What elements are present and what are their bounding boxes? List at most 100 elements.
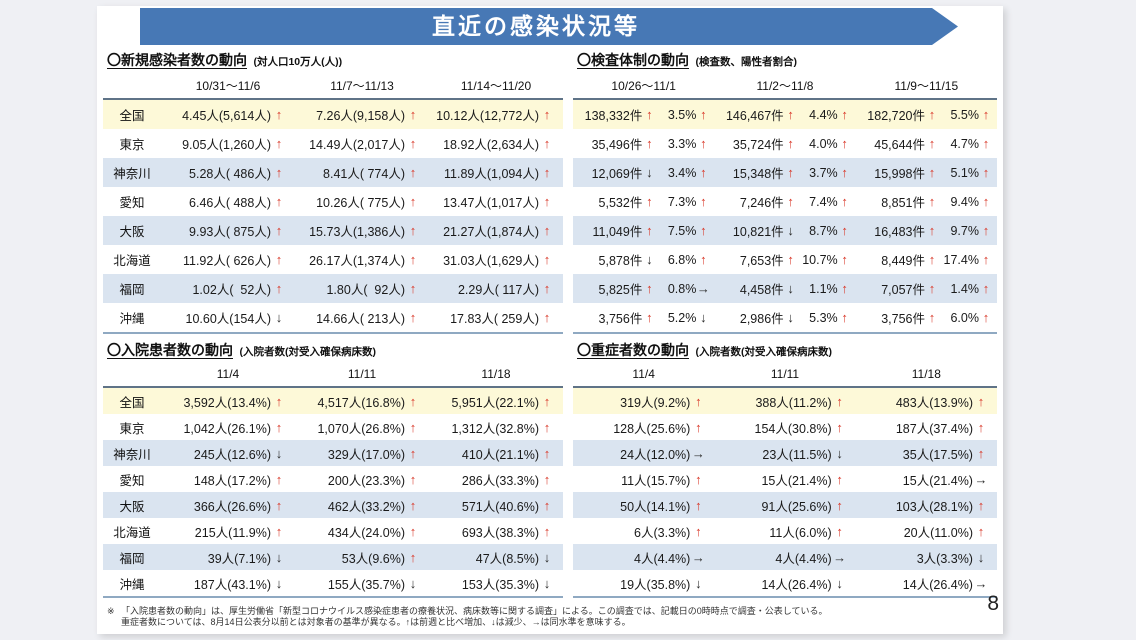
cell-percent: 4.7% <box>950 136 979 151</box>
trend-up-icon: ↑ <box>977 445 985 461</box>
cell-percent: 5.2% <box>667 310 697 325</box>
trend-up-icon: ↑ <box>982 194 990 209</box>
cell-value: 4,517人(16.8%) <box>317 395 405 410</box>
trend-up-icon: ↑ <box>409 445 417 461</box>
trend-up-icon: ↑ <box>409 497 417 513</box>
section-heading: 〇検査体制の動向 (検査数、陽性者割合) <box>573 50 997 72</box>
table-cell: 23人(11.5%) ↓ <box>714 444 855 463</box>
trend-up-icon: ↑ <box>982 281 990 296</box>
table-cell: 3,592人(13.4%) ↑ <box>161 392 295 411</box>
table-cell: 35,496件 ↑ 3.3% ↑ <box>573 134 714 153</box>
trend-up-icon: ↑ <box>543 165 551 180</box>
cell-value: 329人(17.0%) <box>327 447 405 462</box>
cell-value: 1.80人( 92人) <box>326 283 405 297</box>
cell-value: 4.45人(5,614人) <box>182 109 271 123</box>
table-cell: 462人(33.2%) ↑ <box>295 496 429 515</box>
trend-up-icon: ↑ <box>646 310 653 325</box>
trend-down-icon: ↓ <box>275 310 283 325</box>
table-cell: 146,467件 ↑ 4.4% ↑ <box>714 105 855 124</box>
trend-up-icon: ↑ <box>543 194 551 209</box>
table-row-愛知: 愛知 148人(17.2%) ↑ 200人(23.3%) ↑ 286人(33.3%) ↑ <box>103 466 563 492</box>
table-cell: 19人(35.8%) ↓ <box>573 574 714 593</box>
trend-down-icon: ↓ <box>787 223 794 238</box>
section-inpatients: 〇入院患者数の動向 (入院者数(対受入確保病床数) 11/4 11/11 11/… <box>103 340 563 598</box>
cell-percent: 3.5% <box>667 107 697 122</box>
table-cell: 9.93人( 875人) ↑ <box>161 221 295 240</box>
table-cell: 8,449件 ↑ 17.4% ↑ <box>856 250 997 269</box>
table-row-全国: 全国 4.45人(5,614人) ↑ 7.26人(9,158人) ↑ 10.12人(12,… <box>103 100 563 129</box>
cell-count: 3,756件 <box>598 312 643 326</box>
trend-up-icon: ↑ <box>977 419 985 435</box>
trend-flat-icon: → <box>974 575 988 591</box>
cell-count: 182,720件 <box>867 109 925 123</box>
cell-value: 10.12人(12,772人) <box>436 109 539 123</box>
table-cell: 187人(37.4%) ↑ <box>856 418 997 437</box>
column-header: 10/26～11/1 <box>611 78 676 93</box>
table-cell: 47人(8.5%) ↓ <box>429 548 563 567</box>
row-label: 大阪 <box>119 499 145 514</box>
cell-count: 5,825件 <box>598 283 643 297</box>
trend-up-icon: ↑ <box>275 523 283 539</box>
table-cell: 20人(11.0%) ↑ <box>856 522 997 541</box>
trend-up-icon: ↑ <box>841 252 848 267</box>
table-row-福岡: 5,825件 ↑ 0.8% → 4,458件 ↓ 1.1% ↑ 7,057件 ↑ 1.4% ↑ <box>573 274 997 303</box>
trend-up-icon: ↑ <box>275 107 283 122</box>
trend-up-icon: ↑ <box>982 136 990 151</box>
trend-up-icon: ↑ <box>836 471 843 487</box>
trend-up-icon: ↑ <box>543 310 551 325</box>
section-subtitle: (対人口10万人(人)) <box>253 56 343 68</box>
trend-down-icon: ↓ <box>695 575 702 591</box>
trend-up-icon: ↑ <box>982 252 990 267</box>
trend-up-icon: ↑ <box>409 252 417 267</box>
row-label: 東京 <box>119 138 145 152</box>
trend-up-icon: ↑ <box>409 281 417 296</box>
table-cell: 410人(21.1%) ↑ <box>429 444 563 463</box>
table-cell: 8,851件 ↑ 9.4% ↑ <box>856 192 997 211</box>
cell-value: 6人(3.3%) <box>634 525 691 540</box>
cell-value: 3人(3.3%) <box>916 551 973 566</box>
cell-value: 215人(11.9%) <box>194 525 271 540</box>
section-title: 〇新規感染者数の動向 <box>107 52 247 68</box>
column-header: 11/9～11/15 <box>894 78 959 93</box>
cell-value: 35人(17.5%) <box>902 447 973 462</box>
trend-up-icon: ↑ <box>695 419 702 435</box>
trend-up-icon: ↑ <box>543 523 551 539</box>
cell-value: 19人(35.8%) <box>620 577 691 592</box>
cell-value: 148人(17.2%) <box>193 473 271 488</box>
table-cell: 10.60人(154人) ↓ <box>161 308 295 327</box>
trend-down-icon: ↓ <box>275 575 283 591</box>
table-cell: 26.17人(1,374人) ↑ <box>295 250 429 269</box>
table-cell: 39人(7.1%) ↓ <box>161 548 295 567</box>
row-label: 神奈川 <box>113 447 151 462</box>
trend-up-icon: ↑ <box>700 223 707 238</box>
table-row-愛知: 愛知 6.46人( 488人) ↑ 10.26人( 775人) ↑ 13.47人(1,01… <box>103 187 563 216</box>
trend-up-icon: ↑ <box>928 165 936 180</box>
table-cell: 16,483件 ↑ 9.7% ↑ <box>856 221 997 240</box>
cell-count: 138,332件 <box>584 109 643 123</box>
cell-value: 11人(6.0%) <box>769 525 832 540</box>
cell-value: 39人(7.1%) <box>207 551 271 566</box>
cell-value: 5.28人( 486人) <box>189 167 271 181</box>
trend-up-icon: ↑ <box>977 497 985 513</box>
cell-value: 3,592人(13.4%) <box>183 395 271 410</box>
cell-percent: 8.7% <box>809 223 838 238</box>
section-title: 〇検査体制の動向 <box>577 52 689 68</box>
trend-up-icon: ↑ <box>700 194 707 209</box>
table-cell: 15.73人(1,386人) ↑ <box>295 221 429 240</box>
table-cell: 138,332件 ↑ 3.5% ↑ <box>573 105 714 124</box>
table-body: 138,332件 ↑ 3.5% ↑ 146,467件 ↑ 4.4% ↑ 182,720件 ↑ 5.5… <box>573 100 997 334</box>
footnote-line2: 重症者数については、8月14日公表分以前とは対象者の基準が異なる。↑は前週と比べ… <box>121 617 631 627</box>
cell-value: 2.29人( 117人) <box>457 283 539 297</box>
cell-value: 9.93人( 875人) <box>189 225 271 239</box>
cell-value: 103人(28.1%) <box>895 499 973 514</box>
cell-value: 14人(26.4%) <box>761 577 832 592</box>
cell-value: 15人(21.4%) <box>902 473 973 488</box>
table-cell: 2.29人( 117人) ↑ <box>429 279 563 298</box>
table-cell: 483人(13.9%) ↑ <box>856 392 997 411</box>
table-cell: 15人(21.4%) ↑ <box>714 470 855 489</box>
cell-count: 35,496件 <box>591 138 643 152</box>
table-cell: 7.26人(9,158人) ↑ <box>295 105 429 124</box>
table-body: 全国 4.45人(5,614人) ↑ 7.26人(9,158人) ↑ 10.12人(12,… <box>103 100 563 334</box>
cell-value: 23人(11.5%) <box>762 447 832 462</box>
cell-percent: 5.3% <box>809 310 838 325</box>
